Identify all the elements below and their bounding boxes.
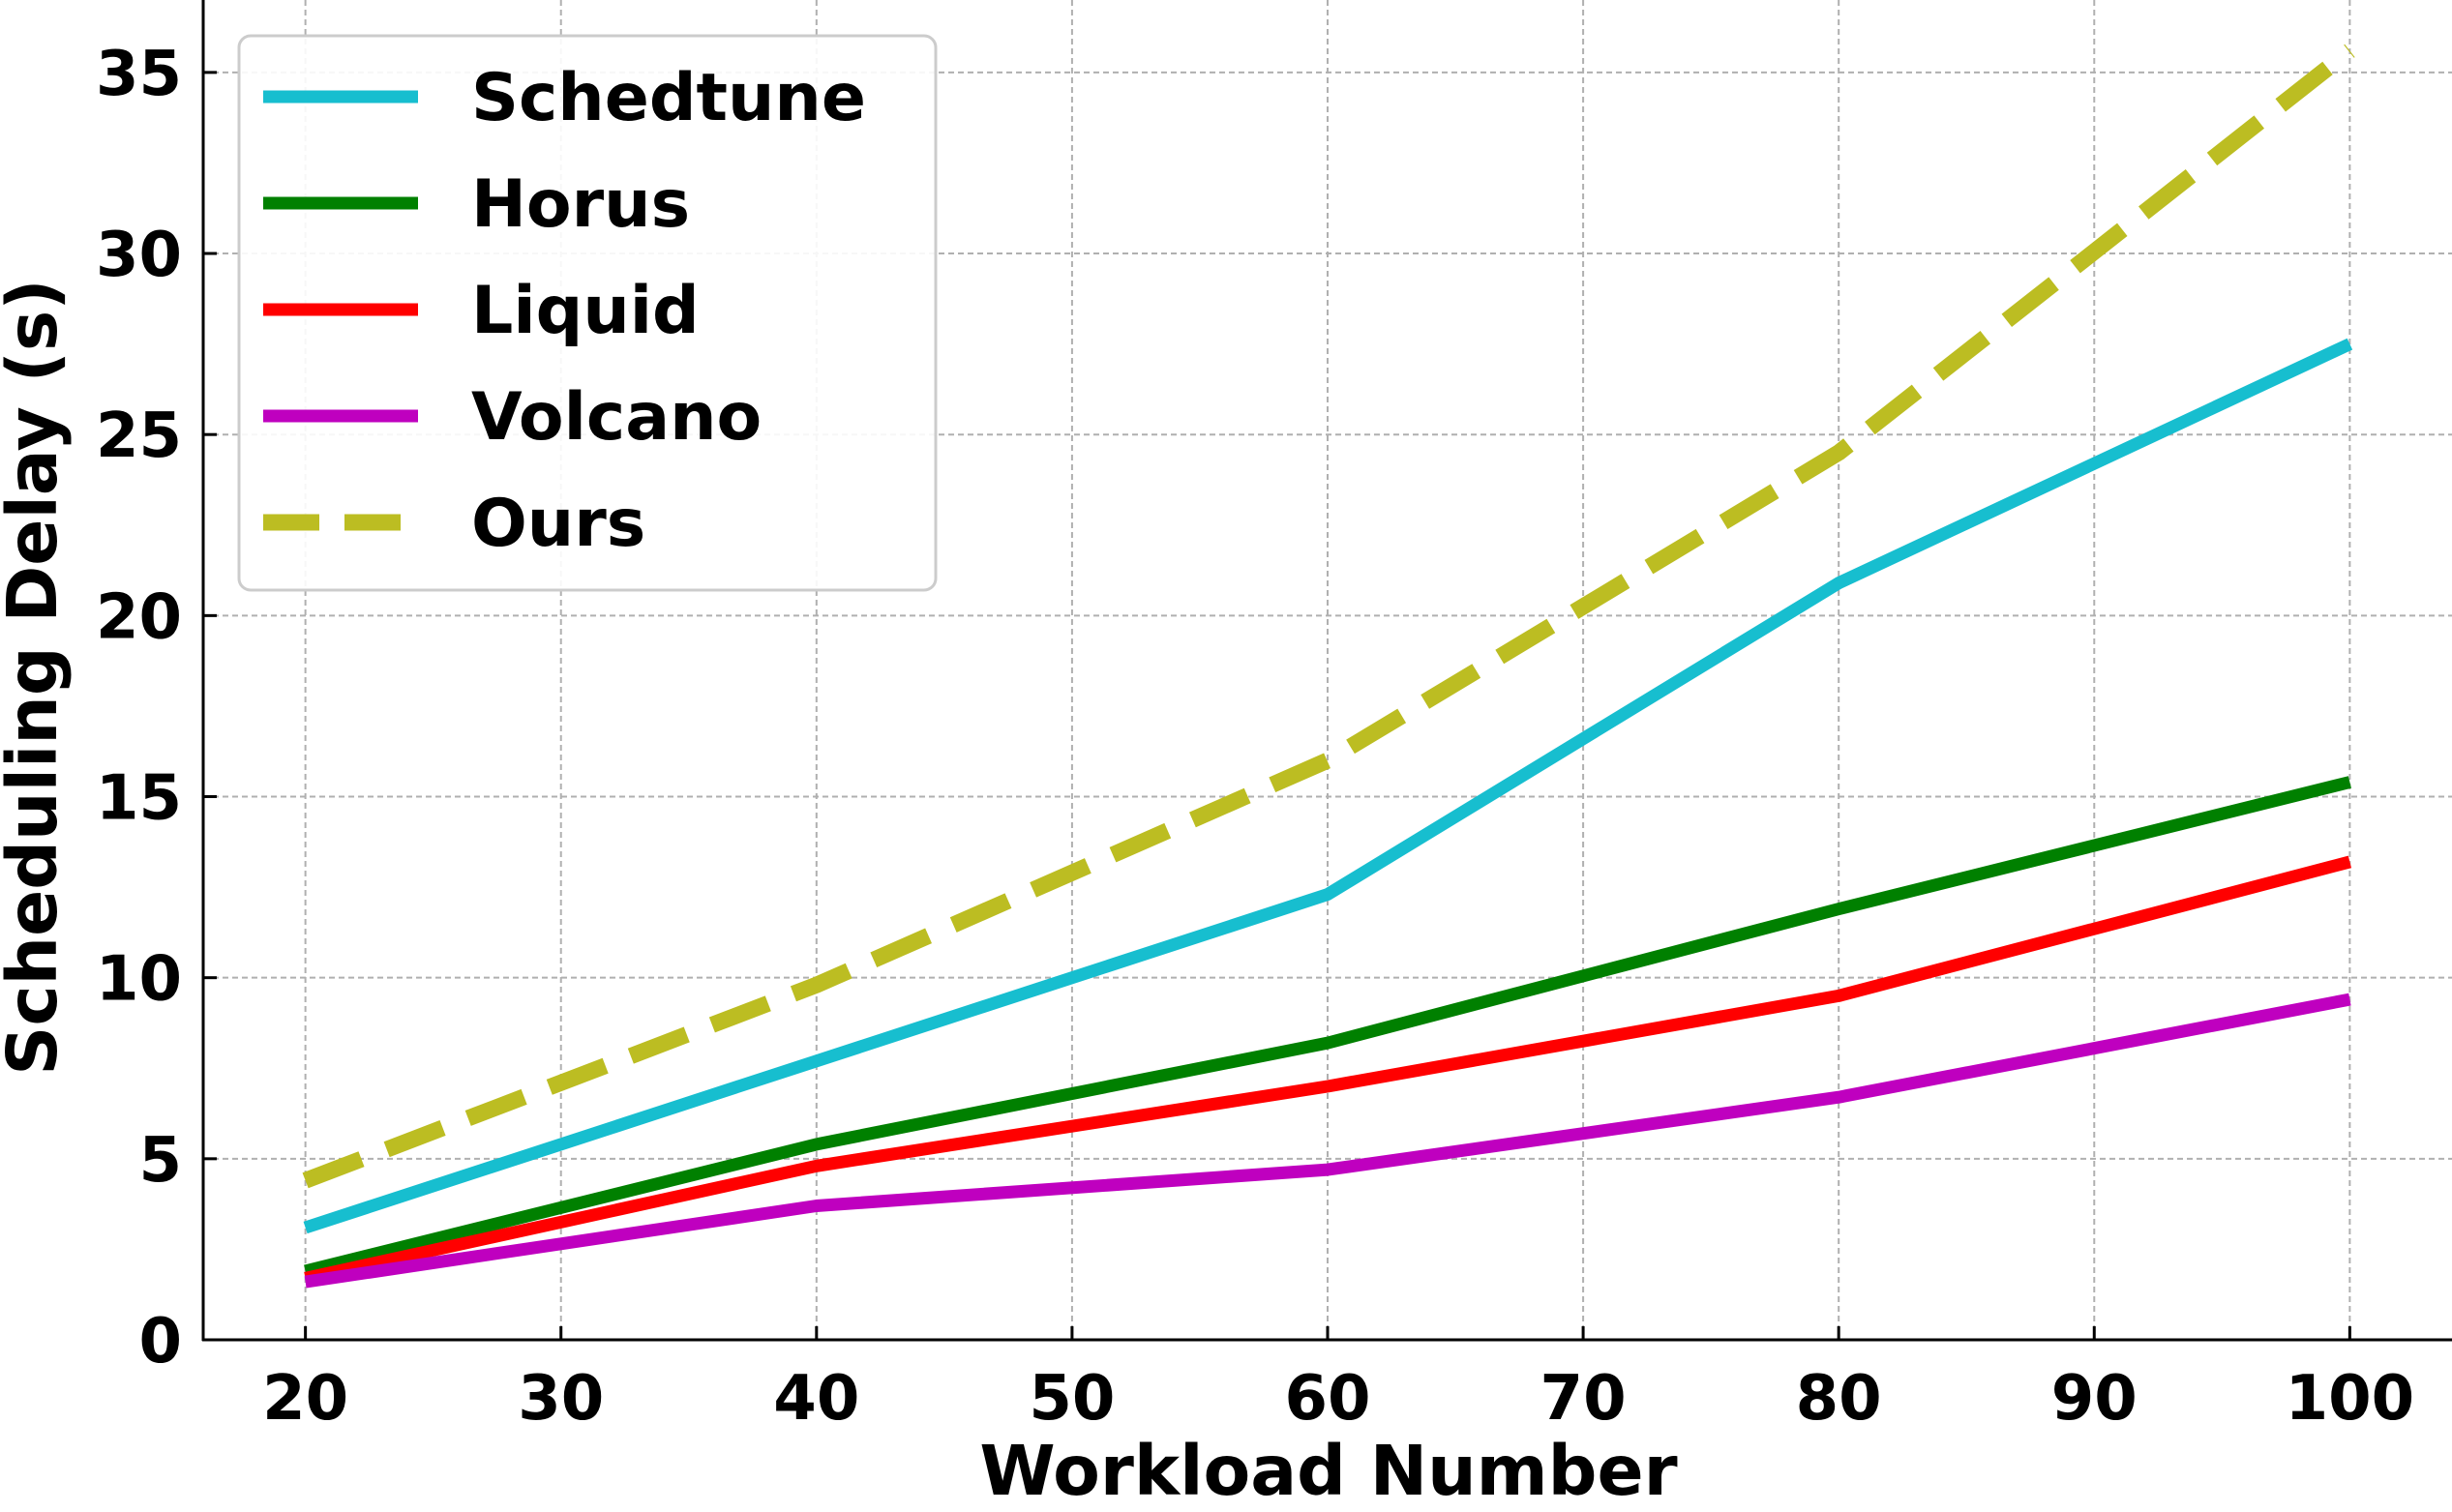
y-tick-label: 10 [96, 944, 182, 1016]
y-tick-label: 35 [96, 39, 182, 110]
series-line-horus [304, 776, 2351, 1278]
series-line-schedtune [303, 338, 2353, 1234]
x-tick-label: 70 [1540, 1363, 1627, 1435]
series-line-volcano [304, 993, 2351, 1289]
series-line-ours [302, 44, 2355, 1189]
x-axis-title: Workload Number [979, 1431, 1677, 1511]
data-series [302, 44, 2355, 1289]
y-tick-label: 15 [96, 763, 182, 835]
x-tick-label: 20 [262, 1363, 348, 1435]
x-tick-labels: 20 30 40 50 60 70 80 90 100 [262, 1363, 2414, 1435]
y-tick-label: 0 [138, 1306, 182, 1378]
y-tick-labels: 0 5 10 15 20 25 30 35 [96, 39, 182, 1378]
legend-label-horus: Horus [471, 166, 690, 243]
x-tick-label: 30 [518, 1363, 604, 1435]
y-tick-label: 20 [96, 581, 182, 653]
x-tick-label: 100 [2286, 1363, 2415, 1435]
legend-label-ours: Ours [471, 486, 645, 562]
series-line-liquid [304, 855, 2352, 1285]
x-tick-label: 80 [1796, 1363, 1882, 1435]
axes [201, 0, 2452, 1342]
legend-box [237, 34, 938, 592]
y-axis-title: Scheduling Delay (s) [0, 279, 73, 1075]
x-tick-label: 60 [1284, 1363, 1370, 1435]
x-tick-label: 90 [2051, 1363, 2138, 1435]
legend-label-liquid: Liquid [471, 273, 700, 349]
legend: Schedtune Horus Liquid Volcano Ours [237, 34, 938, 592]
legend-label-schedtune: Schedtune [471, 60, 866, 136]
y-tick-label: 30 [96, 220, 182, 291]
legend-label-volcano: Volcano [471, 379, 762, 456]
y-tick-label: 25 [96, 400, 182, 472]
x-tick-label: 40 [773, 1363, 859, 1435]
x-tick-label: 50 [1029, 1363, 1115, 1435]
y-tick-label: 5 [138, 1125, 182, 1197]
